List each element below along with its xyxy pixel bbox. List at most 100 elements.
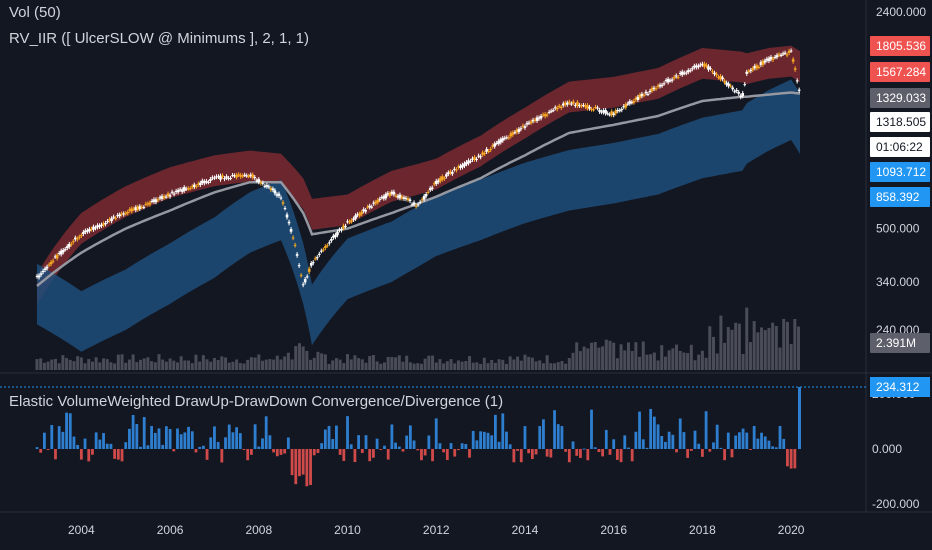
osc-bar xyxy=(774,447,778,449)
candle-body xyxy=(104,223,107,225)
candle-body xyxy=(533,119,537,121)
osc-bar xyxy=(482,431,486,449)
candle-body xyxy=(346,221,349,223)
volume-bar xyxy=(663,356,667,370)
candle-body xyxy=(184,188,188,190)
volume-bar xyxy=(342,363,346,370)
candle-body xyxy=(78,236,81,238)
osc-last-bar xyxy=(798,387,801,449)
osc-bar xyxy=(113,449,117,459)
candle-body xyxy=(400,196,404,199)
osc-bar xyxy=(294,449,298,485)
candle-body xyxy=(336,231,339,236)
candle-body xyxy=(467,160,470,164)
candle-body xyxy=(245,175,249,177)
candle-body xyxy=(396,195,400,198)
time-axis-label: 2014 xyxy=(512,523,539,537)
candle-body xyxy=(88,228,91,232)
candle-body xyxy=(412,202,416,205)
candle-body xyxy=(463,163,466,167)
volume-bar xyxy=(124,362,128,370)
volume-bar xyxy=(327,363,331,370)
volume-bar xyxy=(309,359,313,370)
candle-body xyxy=(727,83,730,87)
volume-bar xyxy=(530,357,534,370)
candle-body xyxy=(566,102,569,105)
candle-body xyxy=(489,148,492,150)
candle-body xyxy=(537,117,541,119)
candle-body xyxy=(620,109,624,111)
volume-bar xyxy=(360,359,364,370)
osc-bar xyxy=(493,414,497,449)
candle-body xyxy=(354,215,357,219)
volume-bar xyxy=(72,361,76,370)
candle-body xyxy=(584,105,587,107)
volume-bar xyxy=(405,355,409,370)
candle-body xyxy=(186,188,190,190)
volume-bar xyxy=(534,361,538,370)
osc-bar xyxy=(627,447,630,449)
candle-body xyxy=(324,246,327,249)
candle-body xyxy=(459,165,462,168)
volume-bar xyxy=(249,357,253,370)
volume-bar xyxy=(220,356,224,370)
candle-body xyxy=(695,65,698,68)
candle-body xyxy=(783,52,787,54)
candle-body xyxy=(305,276,309,278)
osc-bar xyxy=(664,441,667,449)
osc-bar xyxy=(272,449,275,453)
osc-bar xyxy=(734,435,738,449)
osc-bar xyxy=(386,449,390,460)
candle-body xyxy=(501,138,505,141)
candle-body xyxy=(445,174,448,177)
candle-body xyxy=(453,168,456,170)
volume-bar xyxy=(649,354,653,370)
indicator-legend[interactable]: RV_IIR ([ UlcerSLOW @ Minimums ], 2, 1, … xyxy=(9,30,310,47)
volume-bar xyxy=(468,356,472,370)
volume-bar xyxy=(116,354,120,370)
osc-bar xyxy=(619,449,623,463)
candle-body xyxy=(632,100,636,103)
oscillator-legend[interactable]: Elastic VolumeWeighted DrawUp-DrawDown C… xyxy=(9,393,504,410)
candle-body xyxy=(338,229,341,231)
osc-bar xyxy=(715,424,719,449)
osc-bar xyxy=(527,449,531,454)
volume-bar xyxy=(541,363,545,370)
candle-body xyxy=(711,71,714,73)
candle-body xyxy=(241,175,244,177)
volume-bar xyxy=(675,344,679,370)
candle-body xyxy=(596,107,599,109)
osc-bar xyxy=(139,446,142,449)
osc-bar xyxy=(131,415,135,449)
osc-bar xyxy=(630,449,634,462)
osc-bar xyxy=(423,449,427,456)
osc-bar xyxy=(486,432,490,449)
candle-body xyxy=(785,54,789,56)
candle-body xyxy=(116,215,119,217)
volume-bar xyxy=(179,356,183,370)
candle-body xyxy=(57,252,61,254)
volume-bar xyxy=(379,363,383,370)
osc-bar xyxy=(445,449,449,461)
osc-bar xyxy=(560,426,564,449)
candle-body xyxy=(668,80,672,82)
price-tick-label: 2400.000 xyxy=(876,5,926,19)
candle-body xyxy=(479,156,482,158)
osc-bar xyxy=(250,449,253,455)
osc-bar xyxy=(161,444,165,449)
candle-body xyxy=(430,187,434,189)
volume-bar xyxy=(431,355,435,370)
osc-bar xyxy=(438,443,442,449)
volume-bar xyxy=(331,360,335,370)
volume-bar xyxy=(752,321,756,370)
candle-body xyxy=(197,183,200,185)
volume-bar xyxy=(286,352,290,370)
volume-bar xyxy=(79,357,83,370)
candle-body xyxy=(362,209,365,212)
candle-body xyxy=(416,204,420,206)
volume-legend[interactable]: Vol (50) xyxy=(9,4,61,21)
osc-bar xyxy=(146,445,150,449)
osc-bar xyxy=(316,449,320,454)
candle-body xyxy=(684,72,688,74)
